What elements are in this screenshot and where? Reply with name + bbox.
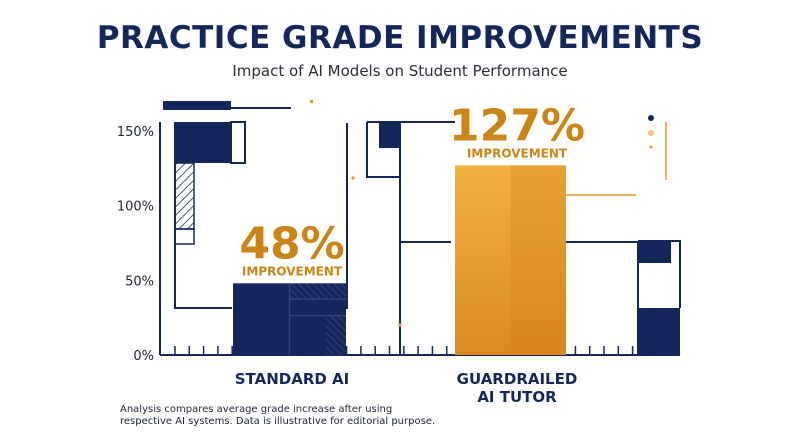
hatched-block bbox=[174, 162, 195, 230]
bars bbox=[233, 165, 566, 355]
orange-dot bbox=[310, 100, 313, 103]
x-category-label: STANDARD AI bbox=[235, 370, 350, 388]
y-tick-label: 0% bbox=[133, 349, 154, 364]
orange-dot bbox=[648, 130, 654, 136]
orange-dot bbox=[649, 145, 653, 149]
y-tick-label: 150% bbox=[117, 125, 154, 140]
navy-dot bbox=[648, 115, 654, 121]
bar-shade bbox=[510, 165, 566, 355]
block-outline-top-left bbox=[230, 121, 246, 164]
x-category-label: GUARDRAILED AI TUTOR bbox=[457, 370, 578, 406]
data-label-note: IMPROVEMENT bbox=[242, 264, 343, 278]
top-accent-bar bbox=[163, 101, 231, 110]
frame-right-outline bbox=[638, 240, 681, 308]
data-label-value: 127% bbox=[449, 100, 585, 151]
decorative-frame bbox=[163, 100, 681, 355]
frame-mid-left bbox=[320, 123, 348, 309]
data-label-note: IMPROVEMENT bbox=[467, 146, 568, 160]
block-top-left bbox=[175, 122, 231, 163]
frame-left bbox=[174, 122, 232, 309]
orange-dot bbox=[398, 323, 402, 327]
chart-subtitle: Impact of AI Models on Student Performan… bbox=[232, 62, 568, 80]
block-mid bbox=[379, 122, 400, 148]
bar-pattern bbox=[289, 283, 346, 300]
footnote: Analysis compares average grade increase… bbox=[120, 404, 436, 427]
block-outline-small bbox=[174, 228, 195, 245]
y-tick-label: 100% bbox=[117, 200, 154, 215]
chart-title: PRACTICE GRADE IMPROVEMENTS bbox=[96, 20, 704, 56]
bar-pattern bbox=[325, 315, 346, 355]
frame-right bbox=[566, 241, 639, 355]
y-tick-label: 50% bbox=[125, 274, 154, 289]
block-right-bottom bbox=[638, 308, 680, 355]
orange-dot bbox=[351, 176, 355, 180]
block-right-top bbox=[638, 242, 671, 263]
data-label-value: 48% bbox=[239, 218, 344, 269]
bar-guardrailed-ai-tutor bbox=[455, 165, 566, 355]
